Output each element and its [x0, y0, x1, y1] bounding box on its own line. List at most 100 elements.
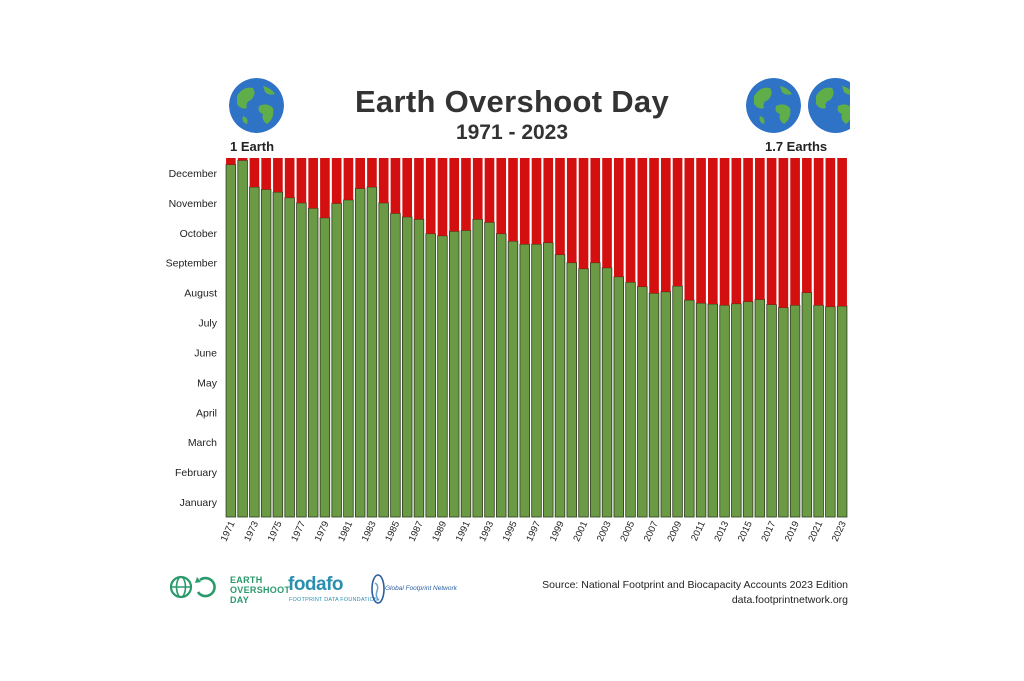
y-tick-label: June [194, 347, 217, 359]
bar-red-1982 [355, 158, 365, 189]
y-tick-label: November [169, 198, 218, 210]
bar-red-2014 [731, 158, 742, 304]
bar-red-1972 [237, 158, 248, 161]
bar-red-2020 [802, 158, 812, 293]
bar-red-1980 [331, 158, 342, 204]
source-line-2: data.footprintnetwork.org [731, 594, 848, 606]
bar-green-1971 [225, 164, 237, 518]
bar-red-1981 [343, 158, 354, 200]
bar-red-1991 [461, 158, 471, 231]
bar-green-1989 [437, 235, 448, 518]
bar-green-1996 [519, 243, 530, 518]
x-tick-label: 1995 [501, 520, 520, 544]
bar-red-2013 [719, 158, 730, 306]
x-tick-label: 1979 [313, 520, 332, 544]
bar-red-1977 [296, 158, 307, 203]
bar-red-1983 [367, 158, 377, 188]
bar-green-1976 [284, 197, 295, 518]
x-tick-label: 1991 [454, 520, 473, 544]
x-tick-label: 2001 [571, 520, 590, 544]
one-earth-label: 1 Earth [230, 139, 275, 154]
bar-red-1974 [261, 158, 271, 190]
bar-green-1987 [413, 218, 425, 518]
bar-red-1999 [555, 158, 565, 255]
bar-red-1996 [519, 158, 530, 245]
bar-green-2009 [672, 285, 683, 518]
earths-needed-label: 1.7 Earths [765, 139, 828, 154]
bar-green-1982 [354, 188, 366, 518]
y-tick-label: December [169, 168, 218, 180]
x-tick-label: 1985 [383, 520, 402, 544]
bar-red-2015 [743, 158, 753, 302]
bar-red-2011 [696, 158, 706, 304]
x-tick-label: 2023 [830, 520, 849, 544]
bar-red-1992 [472, 158, 483, 220]
bar-red-1997 [531, 158, 542, 245]
bar-green-1974 [260, 189, 272, 518]
bar-green-2001 [578, 268, 589, 518]
bar-green-2023 [836, 305, 848, 518]
bar-red-2021 [813, 158, 824, 306]
bar-red-1973 [249, 158, 260, 188]
x-tick-label: 1973 [242, 520, 261, 544]
bar-green-1985 [390, 212, 401, 518]
x-tick-label: 2005 [618, 520, 637, 544]
bar-red-1978 [308, 158, 318, 209]
bar-red-1971 [226, 158, 236, 165]
bar-green-1991 [460, 229, 472, 518]
x-tick-label: 2019 [783, 520, 802, 544]
y-tick-label: February [175, 467, 218, 479]
bar-red-2012 [708, 158, 718, 304]
bar-red-1976 [284, 158, 295, 198]
bar-green-2014 [731, 303, 742, 518]
bar-green-2000 [566, 262, 577, 518]
eod-logo-text: EARTH OVERSHOOT DAY [230, 575, 291, 605]
bar-green-2019 [789, 304, 801, 518]
bar-green-1990 [448, 230, 460, 518]
x-tick-label: 1987 [407, 520, 426, 544]
x-tick-label: 2021 [806, 520, 825, 544]
bar-red-1989 [437, 158, 448, 236]
bar-green-1997 [531, 243, 542, 518]
bar-green-2021 [813, 304, 824, 518]
bar-green-1979 [319, 217, 331, 518]
bar-red-2018 [778, 158, 789, 308]
bar-green-1984 [378, 202, 389, 518]
bar-red-1975 [273, 158, 283, 193]
x-tick-label: 2015 [736, 520, 755, 544]
x-tick-label: 1981 [336, 520, 355, 544]
bar-green-1977 [296, 202, 307, 518]
bar-red-2007 [649, 158, 659, 294]
y-tick-label: May [197, 377, 218, 389]
x-tick-label: 1997 [524, 520, 543, 544]
y-tick-label: January [180, 497, 218, 509]
bar-green-2005 [625, 281, 636, 518]
bar-red-2009 [672, 158, 683, 287]
y-tick-label: July [198, 318, 217, 330]
globe-icon-right-2 [808, 78, 850, 133]
x-tick-label: 1971 [219, 520, 238, 544]
bar-red-1993 [484, 158, 495, 223]
bar-red-1995 [508, 158, 518, 242]
y-tick-label: April [196, 407, 217, 419]
x-tick-label: 2003 [595, 520, 614, 544]
bar-green-2017 [766, 304, 777, 518]
bar-green-1986 [401, 216, 413, 518]
bar-green-2006 [637, 286, 648, 518]
bar-red-2005 [625, 158, 636, 283]
bar-green-2008 [660, 291, 672, 518]
x-tick-label: 2007 [642, 520, 661, 544]
bar-green-1978 [307, 207, 319, 518]
bar-green-1972 [237, 159, 248, 518]
globe-icon-left [229, 78, 284, 133]
bar-green-1983 [366, 186, 378, 518]
bar-red-1990 [449, 158, 460, 232]
x-tick-label: 1993 [477, 520, 496, 544]
bar-green-1992 [472, 218, 483, 518]
bar-red-2006 [637, 158, 648, 287]
bar-green-2015 [742, 301, 754, 518]
bar-red-2000 [566, 158, 577, 263]
bar-red-2002 [590, 158, 601, 263]
bar-red-2023 [837, 158, 847, 307]
